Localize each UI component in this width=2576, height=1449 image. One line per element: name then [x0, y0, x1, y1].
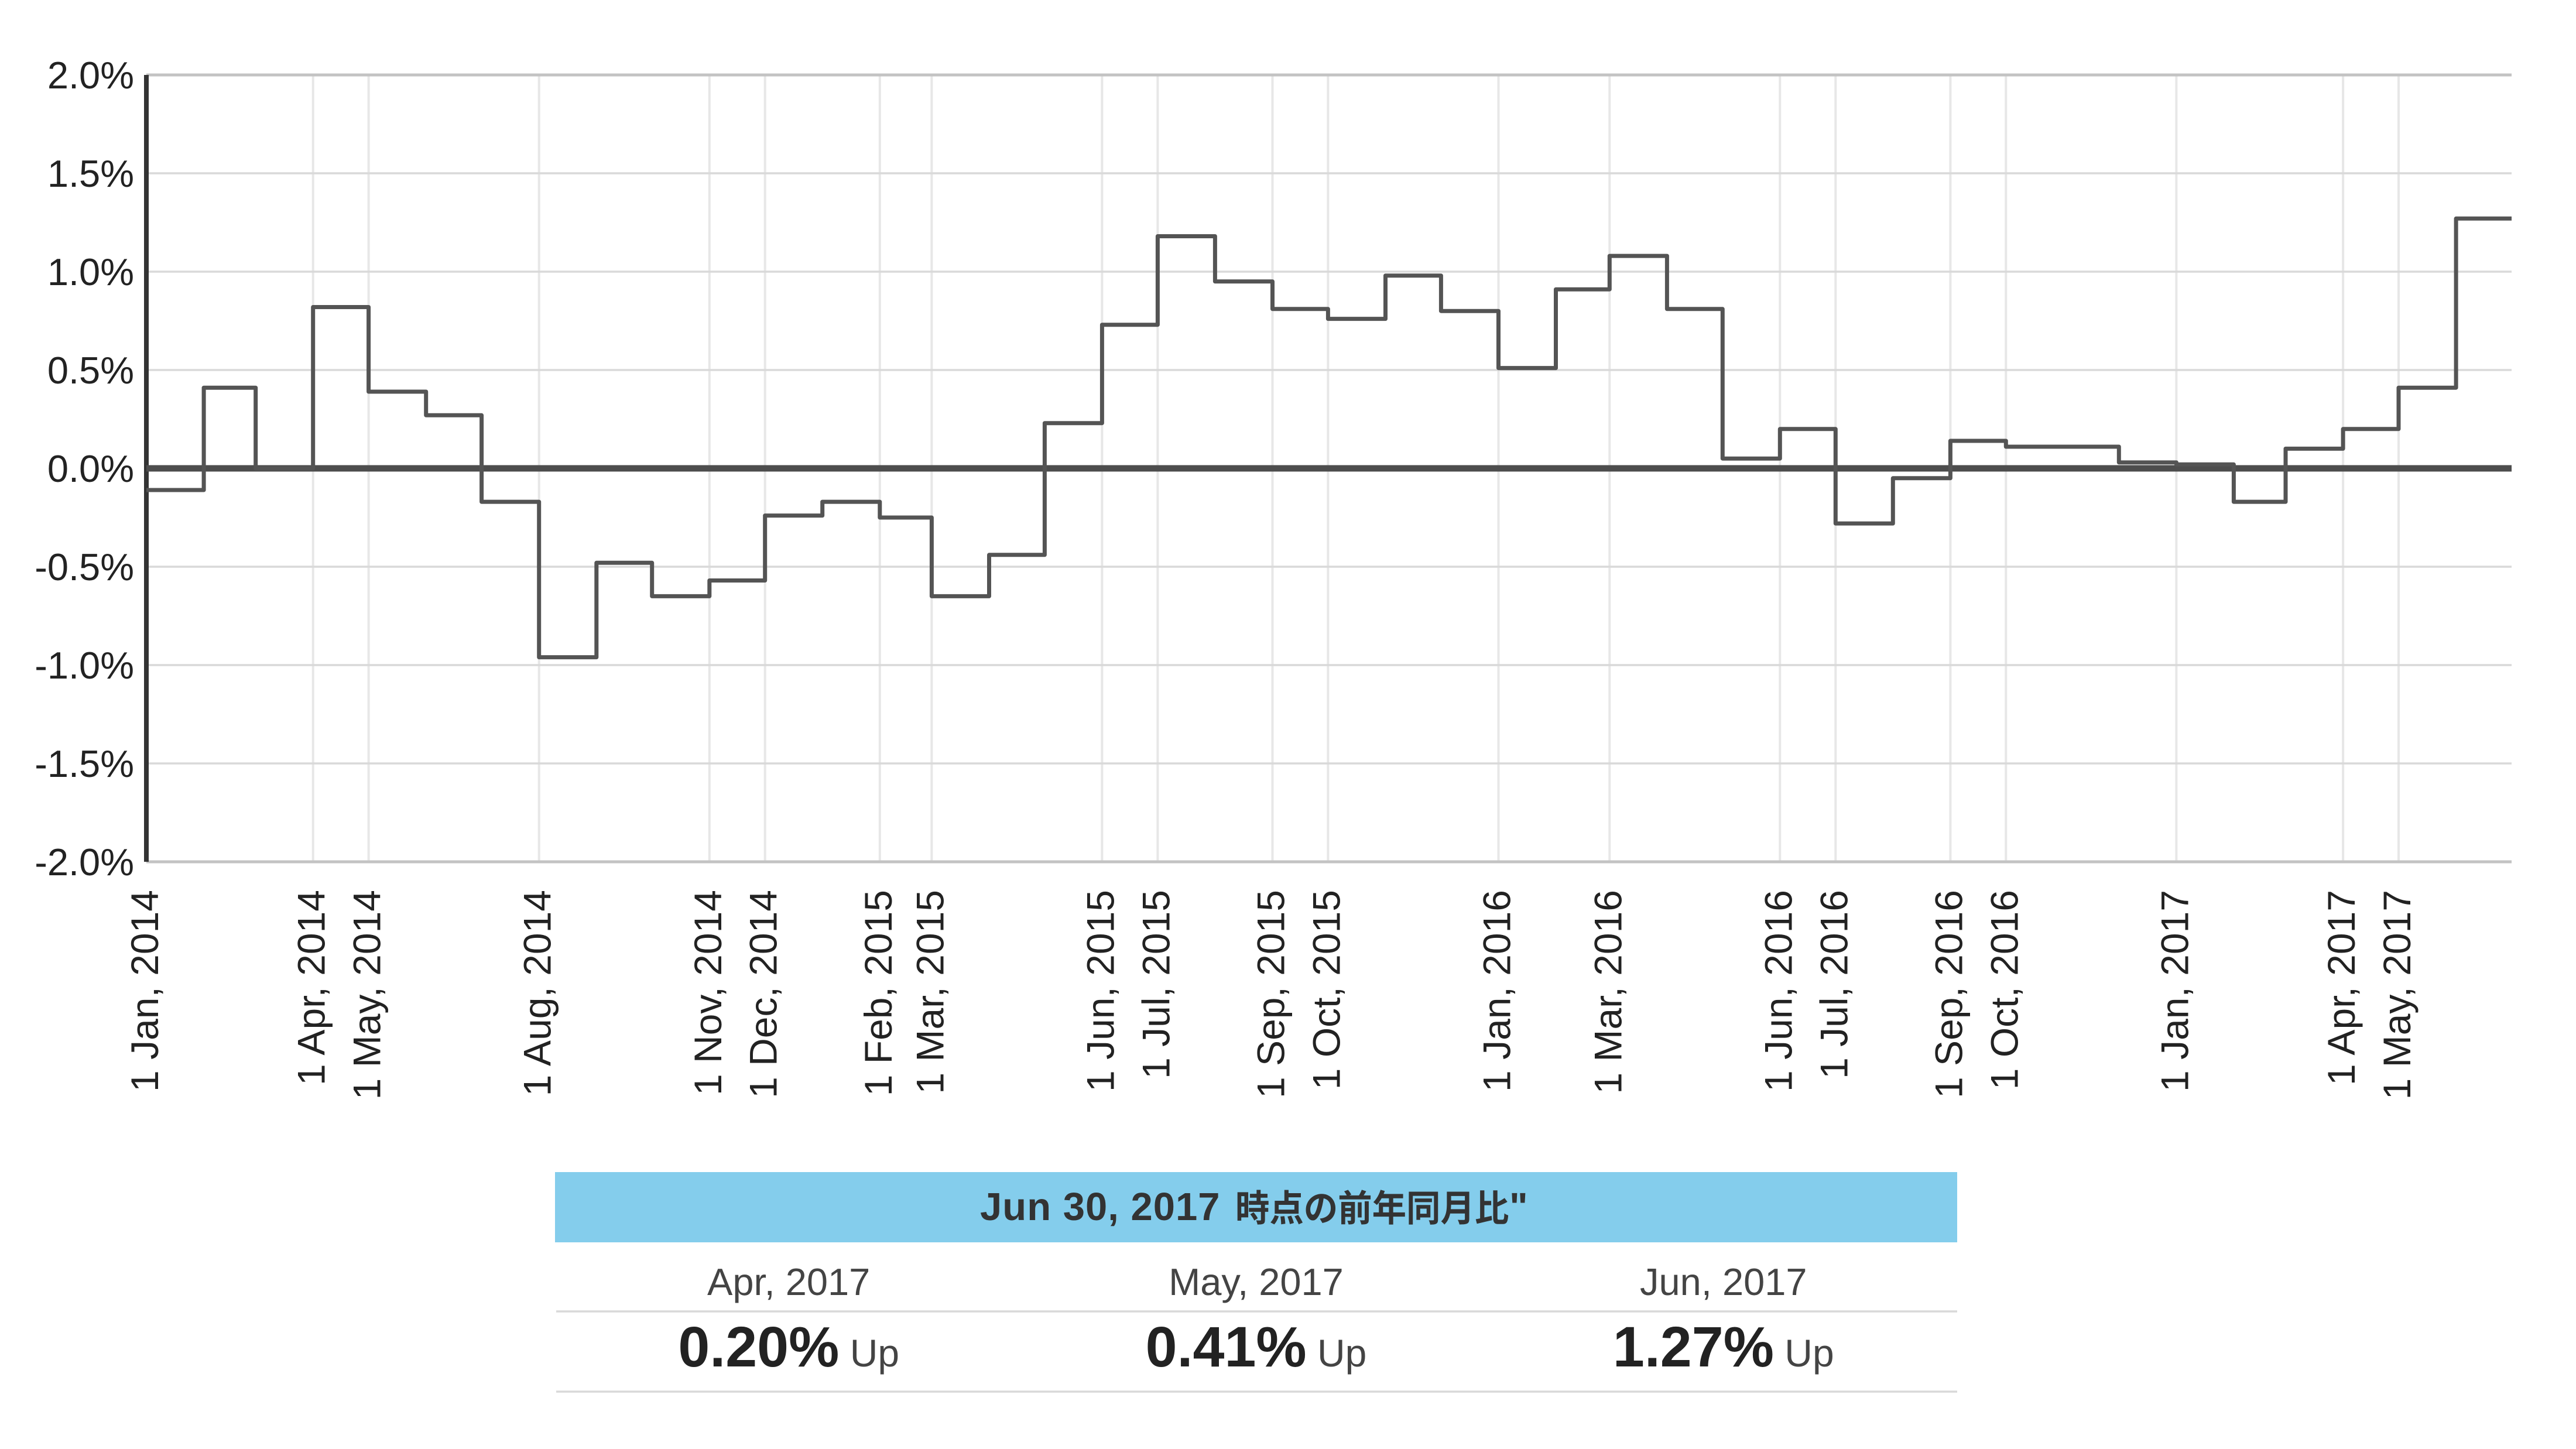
svg-text:1 Apr, 2017: 1 Apr, 2017: [2320, 890, 2363, 1085]
svg-text:-1.5%: -1.5%: [35, 742, 134, 785]
svg-text:2.0%: 2.0%: [47, 54, 134, 97]
svg-text:1.5%: 1.5%: [47, 152, 134, 195]
svg-text:1 Sep, 2016: 1 Sep, 2016: [1927, 890, 1970, 1098]
svg-text:1 Oct, 2015: 1 Oct, 2015: [1304, 890, 1348, 1090]
svg-text:1 Jul, 2015: 1 Jul, 2015: [1134, 890, 1177, 1079]
svg-text:1 Feb, 2015: 1 Feb, 2015: [857, 890, 900, 1096]
svg-text:Jun, 2017: Jun, 2017: [1640, 1260, 1807, 1303]
svg-text:0.5%: 0.5%: [47, 349, 134, 392]
svg-text:-1.0%: -1.0%: [35, 644, 134, 687]
svg-text:1 Aug, 2014: 1 Aug, 2014: [516, 890, 559, 1096]
svg-text:1 Jun, 2016: 1 Jun, 2016: [1756, 890, 1800, 1092]
svg-text:-2.0%: -2.0%: [35, 841, 134, 883]
svg-text:1 Jan, 2016: 1 Jan, 2016: [1475, 890, 1519, 1092]
svg-text:1 Jul, 2016: 1 Jul, 2016: [1812, 890, 1855, 1079]
svg-text:1 May, 2014: 1 May, 2014: [345, 890, 389, 1099]
svg-text:0.0%: 0.0%: [47, 447, 134, 490]
svg-text:1 Dec, 2014: 1 Dec, 2014: [742, 890, 785, 1098]
svg-text:Apr, 2017: Apr, 2017: [707, 1260, 870, 1303]
svg-text:1 Jan, 2017: 1 Jan, 2017: [2153, 890, 2196, 1092]
svg-text:1 Oct, 2016: 1 Oct, 2016: [1982, 890, 2026, 1090]
svg-text:1 Sep, 2015: 1 Sep, 2015: [1249, 890, 1293, 1098]
svg-text:1 Mar, 2015: 1 Mar, 2015: [908, 890, 951, 1094]
svg-text:1 May, 2017: 1 May, 2017: [2375, 890, 2419, 1099]
svg-text:": ": [1509, 1185, 1528, 1229]
svg-text:1 Nov, 2014: 1 Nov, 2014: [686, 890, 729, 1095]
svg-text:1 Jan, 2014: 1 Jan, 2014: [123, 890, 166, 1092]
svg-text:1 Apr, 2014: 1 Apr, 2014: [290, 890, 333, 1085]
svg-text:1.0%: 1.0%: [47, 251, 134, 293]
svg-text:-0.5%: -0.5%: [35, 546, 134, 588]
svg-text:1 Mar, 2016: 1 Mar, 2016: [1586, 890, 1629, 1094]
svg-text:May, 2017: May, 2017: [1169, 1260, 1344, 1303]
svg-text:Jun 30, 2017: Jun 30, 2017: [980, 1185, 1221, 1229]
svg-text:1 Jun, 2015: 1 Jun, 2015: [1078, 890, 1122, 1092]
